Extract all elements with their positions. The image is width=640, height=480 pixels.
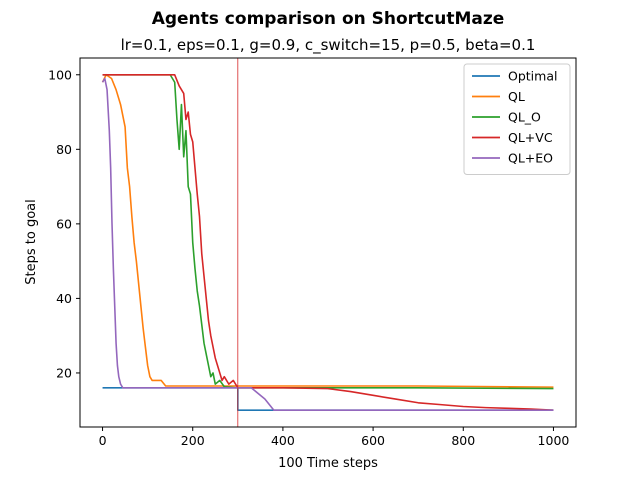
legend-label-optimal: Optimal [508, 69, 557, 84]
y-axis-label: Steps to goal [24, 199, 39, 284]
legend-label-ql-o: QL_O [508, 110, 541, 125]
y-tick-label: 40 [56, 291, 72, 306]
x-tick-label: 800 [451, 433, 475, 448]
x-tick-label: 1000 [538, 433, 570, 448]
x-tick-label: 400 [271, 433, 295, 448]
series-layer [101, 73, 554, 412]
y-axis-ticks: 20 40 60 80 100 [48, 67, 80, 380]
legend-label-ql-vc: QL+VC [508, 130, 553, 145]
y-tick-label: 100 [48, 67, 72, 82]
series-line-ql [101, 73, 554, 388]
plot-frame [79, 57, 577, 428]
x-tick-label: 600 [361, 433, 385, 448]
legend-box [463, 63, 571, 175]
legend-label-ql: QL [508, 89, 525, 104]
y-tick-label: 20 [56, 365, 72, 380]
series-line-ql-o [102, 73, 554, 390]
x-axis-ticks: 0 200 400 600 800 1000 [99, 427, 570, 448]
series-line-ql-vc [102, 73, 554, 412]
x-axis-label: 100 Time steps [278, 456, 378, 471]
y-tick-label: 60 [56, 216, 72, 231]
legend: Optimal QL QL_O QL+VC QL+EO [463, 63, 571, 175]
chart-subtitle: lr=0.1, eps=0.1, g=0.9, c_switch=15, p=0… [121, 36, 536, 55]
chart-title: Agents comparison on ShortcutMaze [152, 9, 505, 29]
y-tick-label: 80 [56, 142, 72, 157]
x-tick-label: 0 [99, 433, 107, 448]
x-tick-label: 200 [181, 433, 205, 448]
legend-label-ql-eo: QL+EO [508, 151, 553, 166]
series-line-ql-eo [101, 77, 554, 412]
